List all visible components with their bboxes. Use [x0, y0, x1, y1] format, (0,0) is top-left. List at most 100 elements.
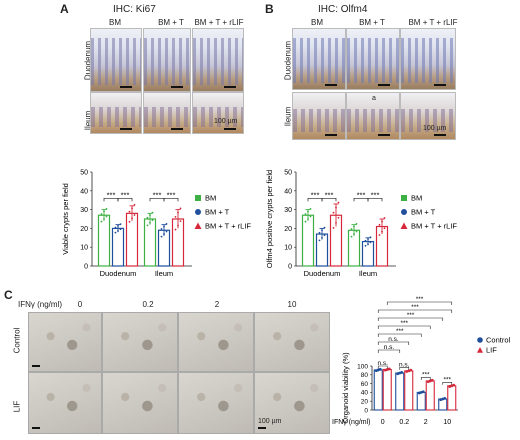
data-point [364, 244, 367, 247]
data-point [177, 224, 179, 227]
y-tick-label: 20 [361, 399, 369, 406]
panel-b-label: B [265, 2, 274, 16]
data-point [105, 207, 108, 210]
significance-bracket [399, 367, 410, 370]
y-tick-label: 30 [80, 207, 88, 214]
data-point [114, 231, 117, 234]
data-point [174, 228, 177, 231]
bar [111, 227, 125, 267]
trend-significance-bracket [377, 325, 431, 329]
organoid-control-10-image [254, 312, 330, 372]
data-point [151, 211, 154, 214]
scale-bar [32, 365, 40, 367]
data-point [421, 390, 425, 394]
organoid-control-0-image [28, 312, 102, 372]
data-point [177, 211, 179, 214]
significance-bracket [377, 365, 388, 369]
data-point [117, 224, 119, 227]
bar [125, 212, 139, 267]
data-point [337, 201, 340, 204]
data-point [443, 396, 447, 400]
olfm4-duodenum-rlif-image [400, 28, 456, 90]
data-point [131, 217, 133, 220]
y-tick-label: 60 [361, 381, 369, 388]
legend-label: BM + T [205, 208, 230, 217]
data-point [383, 227, 386, 230]
data-point [179, 220, 182, 223]
organoid-lif-2-image [178, 372, 254, 434]
trend-significance-label: n.s. [388, 336, 399, 343]
y-tick-label: 10 [284, 245, 292, 252]
trend-significance-bracket [377, 317, 444, 321]
row-lif-label: LIF [12, 400, 22, 413]
trend-significance-label: *** [396, 328, 404, 335]
x-category-label: 0 [381, 419, 385, 426]
scale-bar [325, 84, 337, 86]
data-point [381, 230, 383, 233]
panel-b-col-2: BM + T [359, 18, 385, 27]
ki67-ileum-bmt-image [143, 92, 191, 134]
legend-label: BM [205, 194, 216, 203]
data-point [387, 367, 391, 371]
ki67-duodenum-bmt-image [143, 28, 191, 92]
y-axis-label: Viable crypts per field [61, 183, 70, 255]
x-category-label: Ileum [155, 269, 173, 278]
bar [382, 368, 392, 411]
y-tick-label: 100 [357, 363, 368, 370]
dose-10-label: 10 [287, 300, 297, 309]
data-point [378, 234, 381, 236]
data-point [355, 223, 358, 225]
data-point [304, 213, 307, 215]
panel-b-col-3: BM + T + rLIF [408, 18, 458, 27]
x-category-label: Duodenum [100, 269, 137, 278]
data-point [309, 215, 312, 218]
data-point [133, 214, 136, 216]
y-tick-label: 40 [284, 188, 292, 195]
trend-significance-label: n.s. [384, 344, 395, 351]
data-point [321, 229, 323, 232]
significance-label: n.s. [399, 361, 410, 368]
significance-bracket [321, 197, 337, 202]
significance-label: *** [167, 190, 176, 199]
bar [301, 214, 315, 267]
organoid-control-02-image [102, 312, 178, 372]
organoid-lif-02-image [102, 372, 178, 434]
data-point [367, 243, 369, 245]
scale-bar [120, 86, 132, 88]
organoid-lif-0-image [28, 372, 102, 434]
significance-bracket [420, 377, 431, 380]
data-point [304, 220, 307, 223]
data-point [307, 210, 309, 213]
data-point [128, 210, 131, 213]
data-point [165, 230, 168, 233]
data-point [383, 217, 386, 219]
data-point [381, 220, 383, 223]
significance-label: *** [311, 190, 320, 199]
data-point [114, 226, 117, 229]
bar [143, 218, 157, 267]
scale-bar [258, 427, 266, 429]
significance-label: *** [422, 371, 430, 378]
scale-label: 100 µm [258, 418, 282, 425]
olfm4-ileum-bm-image [292, 92, 346, 140]
scale-label: 100 µm [214, 118, 238, 125]
data-point [309, 207, 312, 210]
scale-bar [224, 86, 236, 88]
data-point [103, 218, 105, 220]
olfm4-ileum-bmt-image [346, 92, 400, 140]
scale-bar [224, 128, 236, 130]
legend-marker [195, 209, 201, 215]
scale-bar [378, 134, 390, 136]
significance-label: *** [443, 376, 451, 383]
scale-bar [171, 86, 183, 88]
panel-b-col-1: BM [311, 18, 323, 27]
data-point [353, 225, 355, 228]
legend-label: BM + T [411, 208, 436, 217]
legend-marker [401, 195, 407, 201]
data-point [369, 236, 372, 239]
scale-label: 100 µm [423, 125, 447, 132]
data-point [323, 226, 326, 229]
data-point [160, 235, 163, 238]
significance-bracket [163, 197, 179, 202]
